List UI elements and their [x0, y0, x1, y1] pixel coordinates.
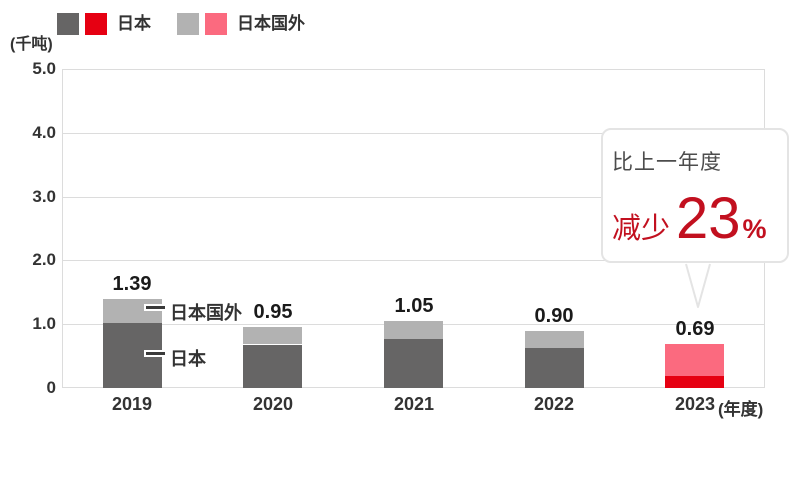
gridline-3	[63, 197, 764, 198]
bar-segment-overseas-2023	[665, 344, 724, 376]
annotation-label-japan: 日本	[170, 349, 206, 369]
annotation-dash-overseas	[146, 306, 165, 309]
y-tick-label-0: 0	[46, 378, 56, 397]
y-tick-label-1.0: 1.0	[32, 314, 56, 333]
legend-swatch	[205, 13, 227, 35]
gridline-4	[63, 133, 764, 134]
bar-total-label-2020: 0.95	[253, 301, 293, 323]
callout-bubble: 比上一年度 减少 23 %	[601, 128, 789, 308]
legend-swatch	[85, 13, 107, 35]
legend-label: 日本	[117, 14, 151, 33]
legend-swatch	[57, 13, 79, 35]
x-axis-label-2022: 2022	[533, 394, 575, 414]
x-axis-label-2023: 2023	[674, 394, 716, 414]
y-tick-label-2.0: 2.0	[32, 250, 56, 269]
legend-item-0: 日本	[57, 13, 151, 35]
bar-segment-overseas-2021	[384, 321, 443, 339]
callout-percentage-value: 23	[676, 186, 741, 251]
bar-segment-japan-2020	[243, 345, 302, 388]
callout-percent-sign: %	[742, 214, 767, 244]
legend-swatches	[57, 13, 107, 35]
legend-label: 日本国外	[237, 14, 305, 33]
x-axis-label-2020: 2020	[252, 394, 294, 414]
x-axis-unit-suffix: (年度)	[718, 400, 764, 419]
y-tick-label-3.0: 3.0	[32, 187, 56, 206]
gridline-2	[63, 260, 764, 261]
bar-total-label-2021: 1.05	[394, 295, 434, 317]
legend-swatch	[177, 13, 199, 35]
bar-total-label-2019: 1.39	[112, 273, 152, 295]
y-axis-unit-label: (千吨)	[10, 36, 53, 53]
x-axis-label-2019: 2019	[111, 394, 153, 414]
y-tick-label-4.0: 4.0	[32, 123, 56, 142]
bar-segment-overseas-2019	[103, 299, 162, 323]
bar-segment-japan-2022	[525, 347, 584, 388]
annotation-dash-japan	[146, 352, 165, 355]
legend-swatches	[177, 13, 227, 35]
bar-segment-japan-2019	[103, 323, 162, 388]
bar-segment-japan-2021	[384, 339, 443, 388]
callout-value-row: 减少 23 %	[612, 186, 767, 251]
bar-total-label-2023: 0.69	[675, 318, 715, 340]
y-tick-label-5.0: 5.0	[32, 59, 56, 78]
bar-segment-overseas-2022	[525, 331, 584, 348]
x-axis-label-2021: 2021	[393, 394, 435, 414]
legend: 日本 日本国外	[57, 13, 305, 35]
bar-total-label-2022: 0.90	[534, 305, 574, 327]
annotation-label-overseas: 日本国外	[170, 303, 242, 323]
callout-comparison-text: 比上一年度	[612, 151, 722, 174]
legend-item-1: 日本国外	[177, 13, 305, 35]
bar-segment-overseas-2020	[243, 327, 302, 344]
bar-segment-japan-2023	[665, 376, 724, 388]
callout-action-text: 减少	[612, 213, 671, 245]
callout-tail	[685, 263, 711, 308]
